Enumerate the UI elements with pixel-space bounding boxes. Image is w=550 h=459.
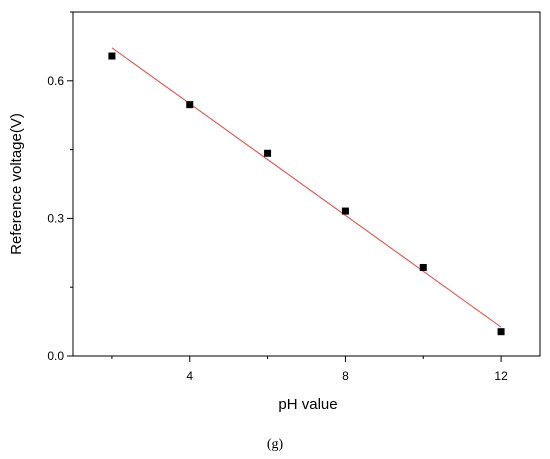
x-axis-title: pH value [278, 396, 337, 413]
data-point [264, 149, 272, 157]
y-tick-label: 0.6 [47, 74, 64, 88]
fit-line [111, 47, 502, 328]
data-point [497, 328, 505, 336]
plot-frame [72, 11, 541, 357]
axis-ticks [67, 11, 502, 362]
data-point [419, 263, 427, 271]
x-tick-label: 8 [342, 369, 349, 383]
figure-caption: (g) [267, 437, 284, 452]
data-point [341, 207, 349, 215]
axis-tick-labels: 4 8 12 0.0 0.3 0.6 [47, 74, 508, 383]
y-axis-title: Reference voltage(V) [8, 113, 25, 255]
data-point [108, 52, 116, 60]
data-point [186, 101, 194, 109]
x-tick-label: 12 [494, 369, 508, 383]
x-tick-label: 4 [186, 369, 193, 383]
data-points [108, 52, 505, 336]
fit-line-group [111, 47, 502, 328]
y-tick-label: 0.3 [47, 211, 64, 225]
y-tick-label: 0.0 [47, 349, 64, 363]
